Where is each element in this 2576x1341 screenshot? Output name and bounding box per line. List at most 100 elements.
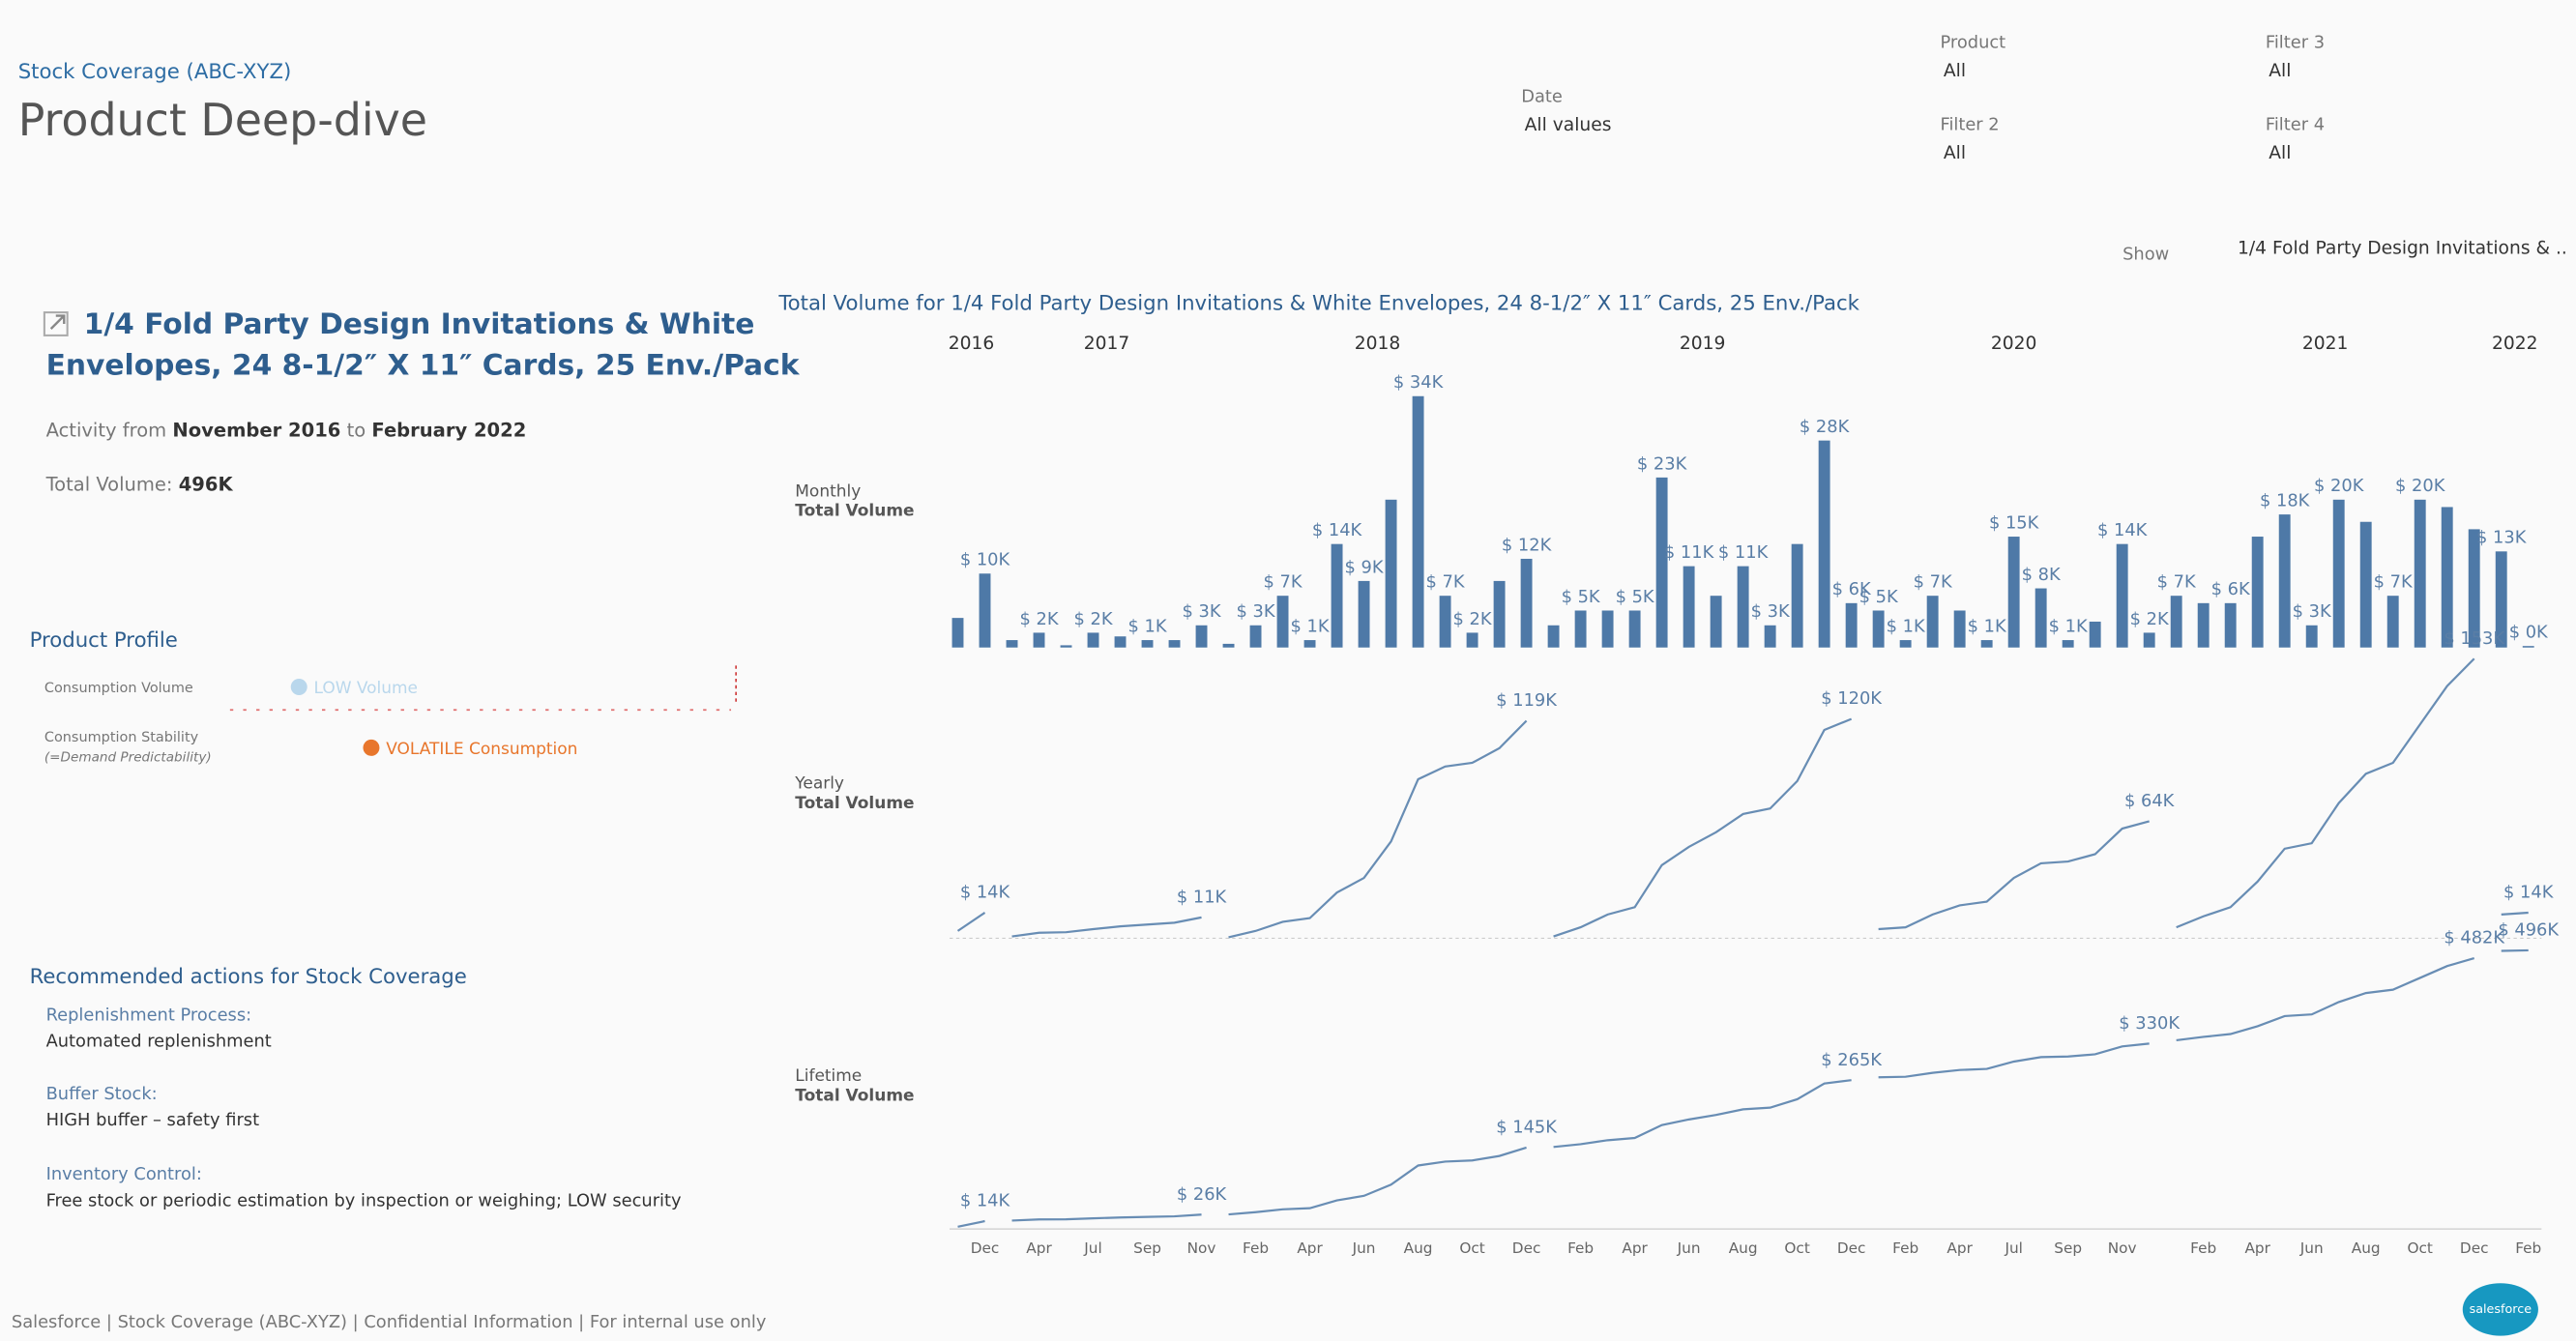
value-label: $ 11K [1177, 887, 1228, 907]
value-label: $ 2K [1019, 609, 1059, 629]
show-value[interactable]: 1/4 Fold Party Design Invitations & .. [2238, 238, 2567, 258]
bar [2468, 529, 2480, 648]
value-label: $ 1K [1968, 616, 2007, 636]
x-tick-label: Jul [2004, 1239, 2022, 1257]
logo [2462, 1283, 2538, 1336]
bar [2007, 537, 2020, 648]
filter-label: Filter 4 [2266, 114, 2325, 134]
product-title: 1/4 Fold Party Design Invitations & Whit… [84, 307, 755, 341]
filter-value[interactable]: All [2269, 61, 2291, 81]
total-label: Total Volume: [45, 473, 173, 495]
value-label: $ 6K [1832, 579, 1872, 599]
line [1011, 1213, 1202, 1222]
bar [1655, 477, 1668, 648]
bar [2116, 543, 2128, 648]
value-label: $ 2K [1074, 609, 1114, 629]
x-tick-label: Dec [971, 1239, 1000, 1257]
x-tick-label: Feb [1567, 1239, 1594, 1257]
bar [1033, 632, 1045, 648]
bar [1980, 640, 1993, 648]
line [1228, 719, 1528, 939]
filter-label: Product [1940, 32, 2005, 52]
bar [2305, 625, 2318, 648]
value-label: $ 119K [1496, 690, 1558, 711]
year-label: 2018 [1355, 334, 1401, 354]
value-label: $ 1K [2049, 616, 2089, 636]
value-label: $ 330K [2119, 1013, 2181, 1034]
bar [1764, 625, 1776, 648]
line [1878, 1042, 2150, 1079]
bar [1818, 440, 1830, 648]
bar [1276, 596, 1289, 648]
bar [2441, 507, 2453, 648]
breadcrumb[interactable]: Stock Coverage (ABC-XYZ) [18, 60, 292, 84]
year-label: 2021 [2302, 334, 2349, 354]
bar [2414, 499, 2426, 648]
value-label: $ 10K [960, 550, 1011, 570]
x-tick-label: Aug [1729, 1239, 1758, 1257]
action-value: Automated replenishment [46, 1031, 272, 1051]
year-label: 2017 [1084, 334, 1130, 354]
icon-arrow [49, 314, 66, 330]
year-label: 2022 [2492, 334, 2538, 354]
bar [1114, 636, 1127, 648]
value-label: $ 8K [2022, 565, 2062, 585]
stability-dot [363, 739, 380, 756]
bar [1574, 610, 1587, 648]
bar [1195, 625, 1208, 648]
bar [1358, 580, 1370, 648]
bar [979, 573, 991, 648]
value-label: $ 7K [1426, 572, 1466, 593]
bar [1953, 610, 1966, 648]
x-tick-label: Feb [2190, 1239, 2216, 1257]
bar [1087, 632, 1099, 648]
bar [1141, 640, 1154, 648]
filter-label: Date [1521, 87, 1563, 107]
x-tick-label: Sep [2054, 1239, 2082, 1257]
bar [2143, 632, 2155, 648]
actions-title: Recommended actions for Stock Coverage [30, 965, 467, 989]
value-label: $ 14K [1312, 520, 1363, 540]
value-label: $ 15K [1989, 512, 2040, 533]
filter-value[interactable]: All [2269, 143, 2291, 163]
x-tick-label: Apr [1297, 1239, 1323, 1257]
chart-title: Total Volume for 1/4 Fold Party Design I… [777, 292, 1859, 316]
value-label: $ 265K [1821, 1050, 1883, 1070]
profile-label: Consumption Stability [44, 730, 199, 745]
x-tick-label: Jun [2299, 1239, 2324, 1257]
line [1878, 820, 2150, 931]
filter-value[interactable]: All [1944, 61, 1966, 81]
value-label: $ 28K [1800, 417, 1851, 437]
x-tick-label: Feb [1892, 1239, 1918, 1257]
value-label: $ 5K [1616, 587, 1655, 607]
filter-label: Filter 2 [1940, 114, 1999, 134]
profile-title: Product Profile [30, 628, 178, 653]
value-label: $ 14K [960, 1191, 1011, 1211]
value-label: $ 7K [1914, 572, 1953, 593]
value-label: $ 5K [1562, 587, 1601, 607]
value-label: $ 5K [1859, 587, 1899, 607]
profile-sublabel: (=Demand Predictability) [44, 750, 212, 766]
total-volume: Total Volume: 496K [45, 473, 234, 495]
value-label: $ 11K [1664, 542, 1715, 563]
value-label: $ 3K [1237, 601, 1276, 622]
bar [2197, 602, 2210, 648]
open-icon[interactable] [43, 311, 69, 336]
filter-value[interactable]: All values [1525, 115, 1612, 135]
volume-value: LOW Volume [314, 679, 419, 698]
bar [2224, 602, 2237, 648]
x-tick-label: Apr [1947, 1239, 1973, 1257]
value-label: $ 9K [1345, 557, 1385, 577]
action-label: Replenishment Process: [46, 1005, 252, 1025]
value-label: $ 120K [1821, 688, 1883, 709]
bar [2386, 596, 2399, 648]
bar [2522, 646, 2534, 648]
value-label: $ 496K [2498, 920, 2560, 941]
bar [1899, 640, 1912, 648]
x-tick-label: Nov [1187, 1239, 1216, 1257]
filter-value[interactable]: All [1944, 143, 1966, 163]
x-tick-label: Aug [1404, 1239, 1433, 1257]
